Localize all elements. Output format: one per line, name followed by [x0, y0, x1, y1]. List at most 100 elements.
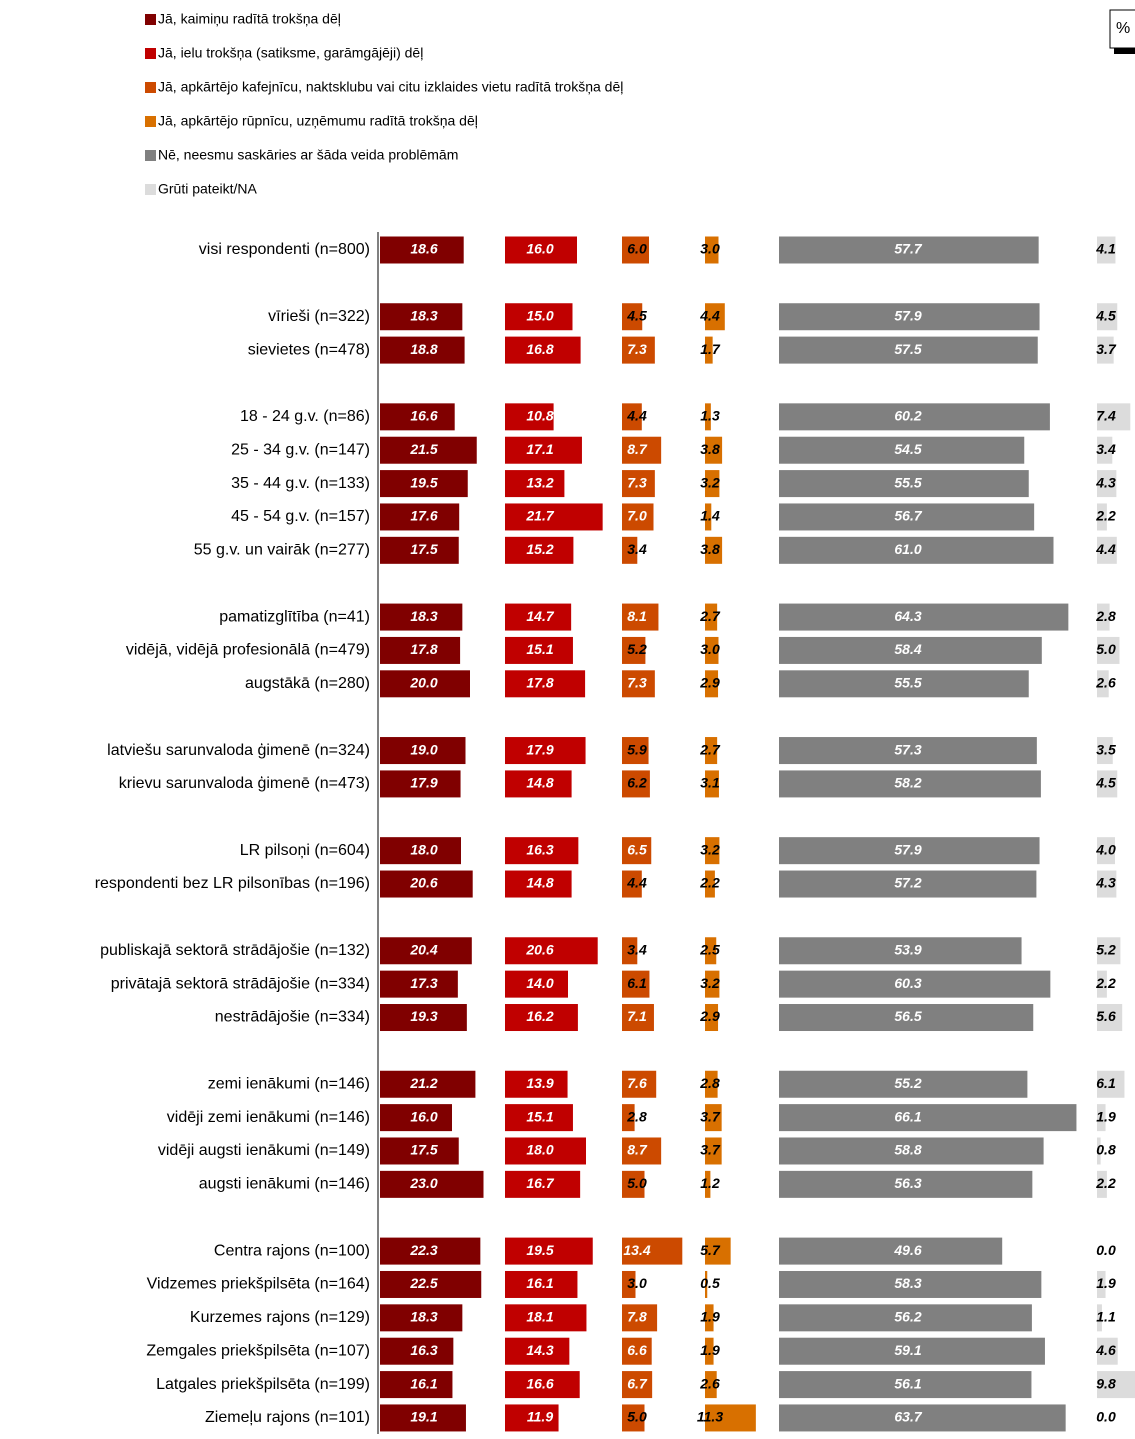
bar [622, 1304, 658, 1332]
bar [505, 303, 573, 331]
bar [1097, 737, 1113, 765]
value-label: 4.4 [1095, 541, 1116, 557]
category-label: Kurzemes rajons (n=129) [190, 1309, 370, 1326]
value-label: 17.6 [410, 508, 437, 524]
value-label: 16.1 [410, 1375, 437, 1391]
value-label: 2.6 [699, 1375, 720, 1391]
bar [705, 1104, 722, 1132]
bar [705, 236, 719, 264]
value-label: 58.4 [894, 641, 921, 657]
value-label: 8.1 [627, 608, 647, 624]
category-label: 25 - 34 g.v. (n=147) [231, 441, 370, 458]
value-label: 4.3 [1095, 875, 1116, 891]
value-label: 5.7 [700, 1242, 721, 1258]
bar [1097, 1270, 1106, 1298]
value-label: 5.2 [1096, 941, 1116, 957]
unit-box-shadow [1114, 48, 1135, 54]
value-label: 3.8 [700, 541, 720, 557]
bar [779, 937, 1022, 965]
bar [1097, 603, 1110, 631]
bar [380, 1104, 452, 1132]
value-label: 1.3 [700, 408, 720, 424]
bar [705, 1070, 718, 1098]
value-label: 22.5 [409, 1275, 437, 1291]
value-label: 7.4 [1096, 408, 1116, 424]
bar [622, 670, 655, 698]
bar [779, 336, 1038, 364]
bar [705, 1170, 711, 1198]
category-label: Zemgales priekšpilsēta (n=107) [146, 1342, 370, 1359]
category-label: visi respondenti (n=800) [199, 241, 370, 258]
value-label: 6.1 [1096, 1075, 1116, 1091]
value-label: 3.2 [700, 975, 720, 991]
bar [505, 770, 572, 798]
value-label: 4.4 [699, 307, 720, 323]
bar [1097, 770, 1118, 798]
bar [622, 1337, 652, 1365]
bar [380, 1237, 481, 1265]
bar [505, 837, 579, 865]
value-label: 2.8 [626, 1108, 647, 1124]
bar [505, 603, 572, 631]
value-label: 11.9 [527, 1409, 553, 1425]
bar [380, 1371, 453, 1399]
value-label: 13.9 [526, 1075, 553, 1091]
category-label: vīrieši (n=322) [268, 308, 370, 325]
bar [779, 770, 1041, 798]
value-label: 5.9 [627, 741, 647, 757]
value-label: 18.1 [526, 1309, 553, 1325]
value-label: 19.1 [410, 1409, 437, 1425]
bar [380, 403, 455, 431]
value-label: 56.5 [894, 1008, 921, 1024]
value-label: 60.3 [894, 975, 921, 991]
bar [1097, 837, 1115, 865]
bar [1097, 436, 1113, 464]
bar [1097, 1137, 1101, 1165]
bar [505, 1371, 580, 1399]
value-label: 6.0 [627, 241, 647, 257]
category-label: Ziemeļu rajons (n=101) [205, 1409, 370, 1426]
value-label: 17.9 [410, 775, 437, 791]
bar [1097, 336, 1114, 364]
bar [380, 1170, 484, 1198]
bar [705, 1371, 717, 1399]
bar [779, 970, 1051, 998]
value-label: 14.0 [526, 975, 553, 991]
value-label: 4.4 [626, 408, 647, 424]
bar [505, 1170, 581, 1198]
legend-label: Jā, apkārtējo rūpnīcu, uzņēmumu radītā t… [158, 113, 478, 129]
bar [705, 937, 717, 965]
value-label: 3.2 [700, 841, 720, 857]
value-label: 57.7 [894, 241, 922, 257]
value-label: 57.9 [894, 841, 921, 857]
value-label: 6.7 [627, 1375, 648, 1391]
bar [705, 503, 712, 531]
value-label: 14.3 [526, 1342, 553, 1358]
bar [505, 470, 565, 498]
value-label: 5.0 [627, 1409, 647, 1425]
bar [1097, 670, 1109, 698]
category-label: privātajā sektorā strādājošie (n=334) [111, 975, 370, 992]
value-label: 58.2 [894, 775, 921, 791]
bar [622, 1371, 653, 1399]
value-label: 21.7 [525, 508, 554, 524]
bar [779, 1004, 1034, 1032]
bar [380, 737, 466, 765]
value-label: 1.9 [1096, 1275, 1116, 1291]
bar [1097, 636, 1120, 664]
value-label: 17.3 [410, 975, 437, 991]
value-label: 16.3 [410, 1342, 437, 1358]
category-label: vidējā, vidējā profesionālā (n=479) [126, 642, 370, 659]
bar [622, 1404, 645, 1432]
value-label: 17.1 [526, 441, 553, 457]
bar [622, 1170, 645, 1198]
bar [505, 1137, 586, 1165]
bar [505, 336, 581, 364]
bar [622, 837, 652, 865]
value-label: 21.5 [409, 441, 437, 457]
value-label: 22.3 [409, 1242, 437, 1258]
value-label: 2.9 [699, 1008, 720, 1024]
bar [380, 470, 468, 498]
bar [779, 470, 1029, 498]
bar [779, 1170, 1033, 1198]
